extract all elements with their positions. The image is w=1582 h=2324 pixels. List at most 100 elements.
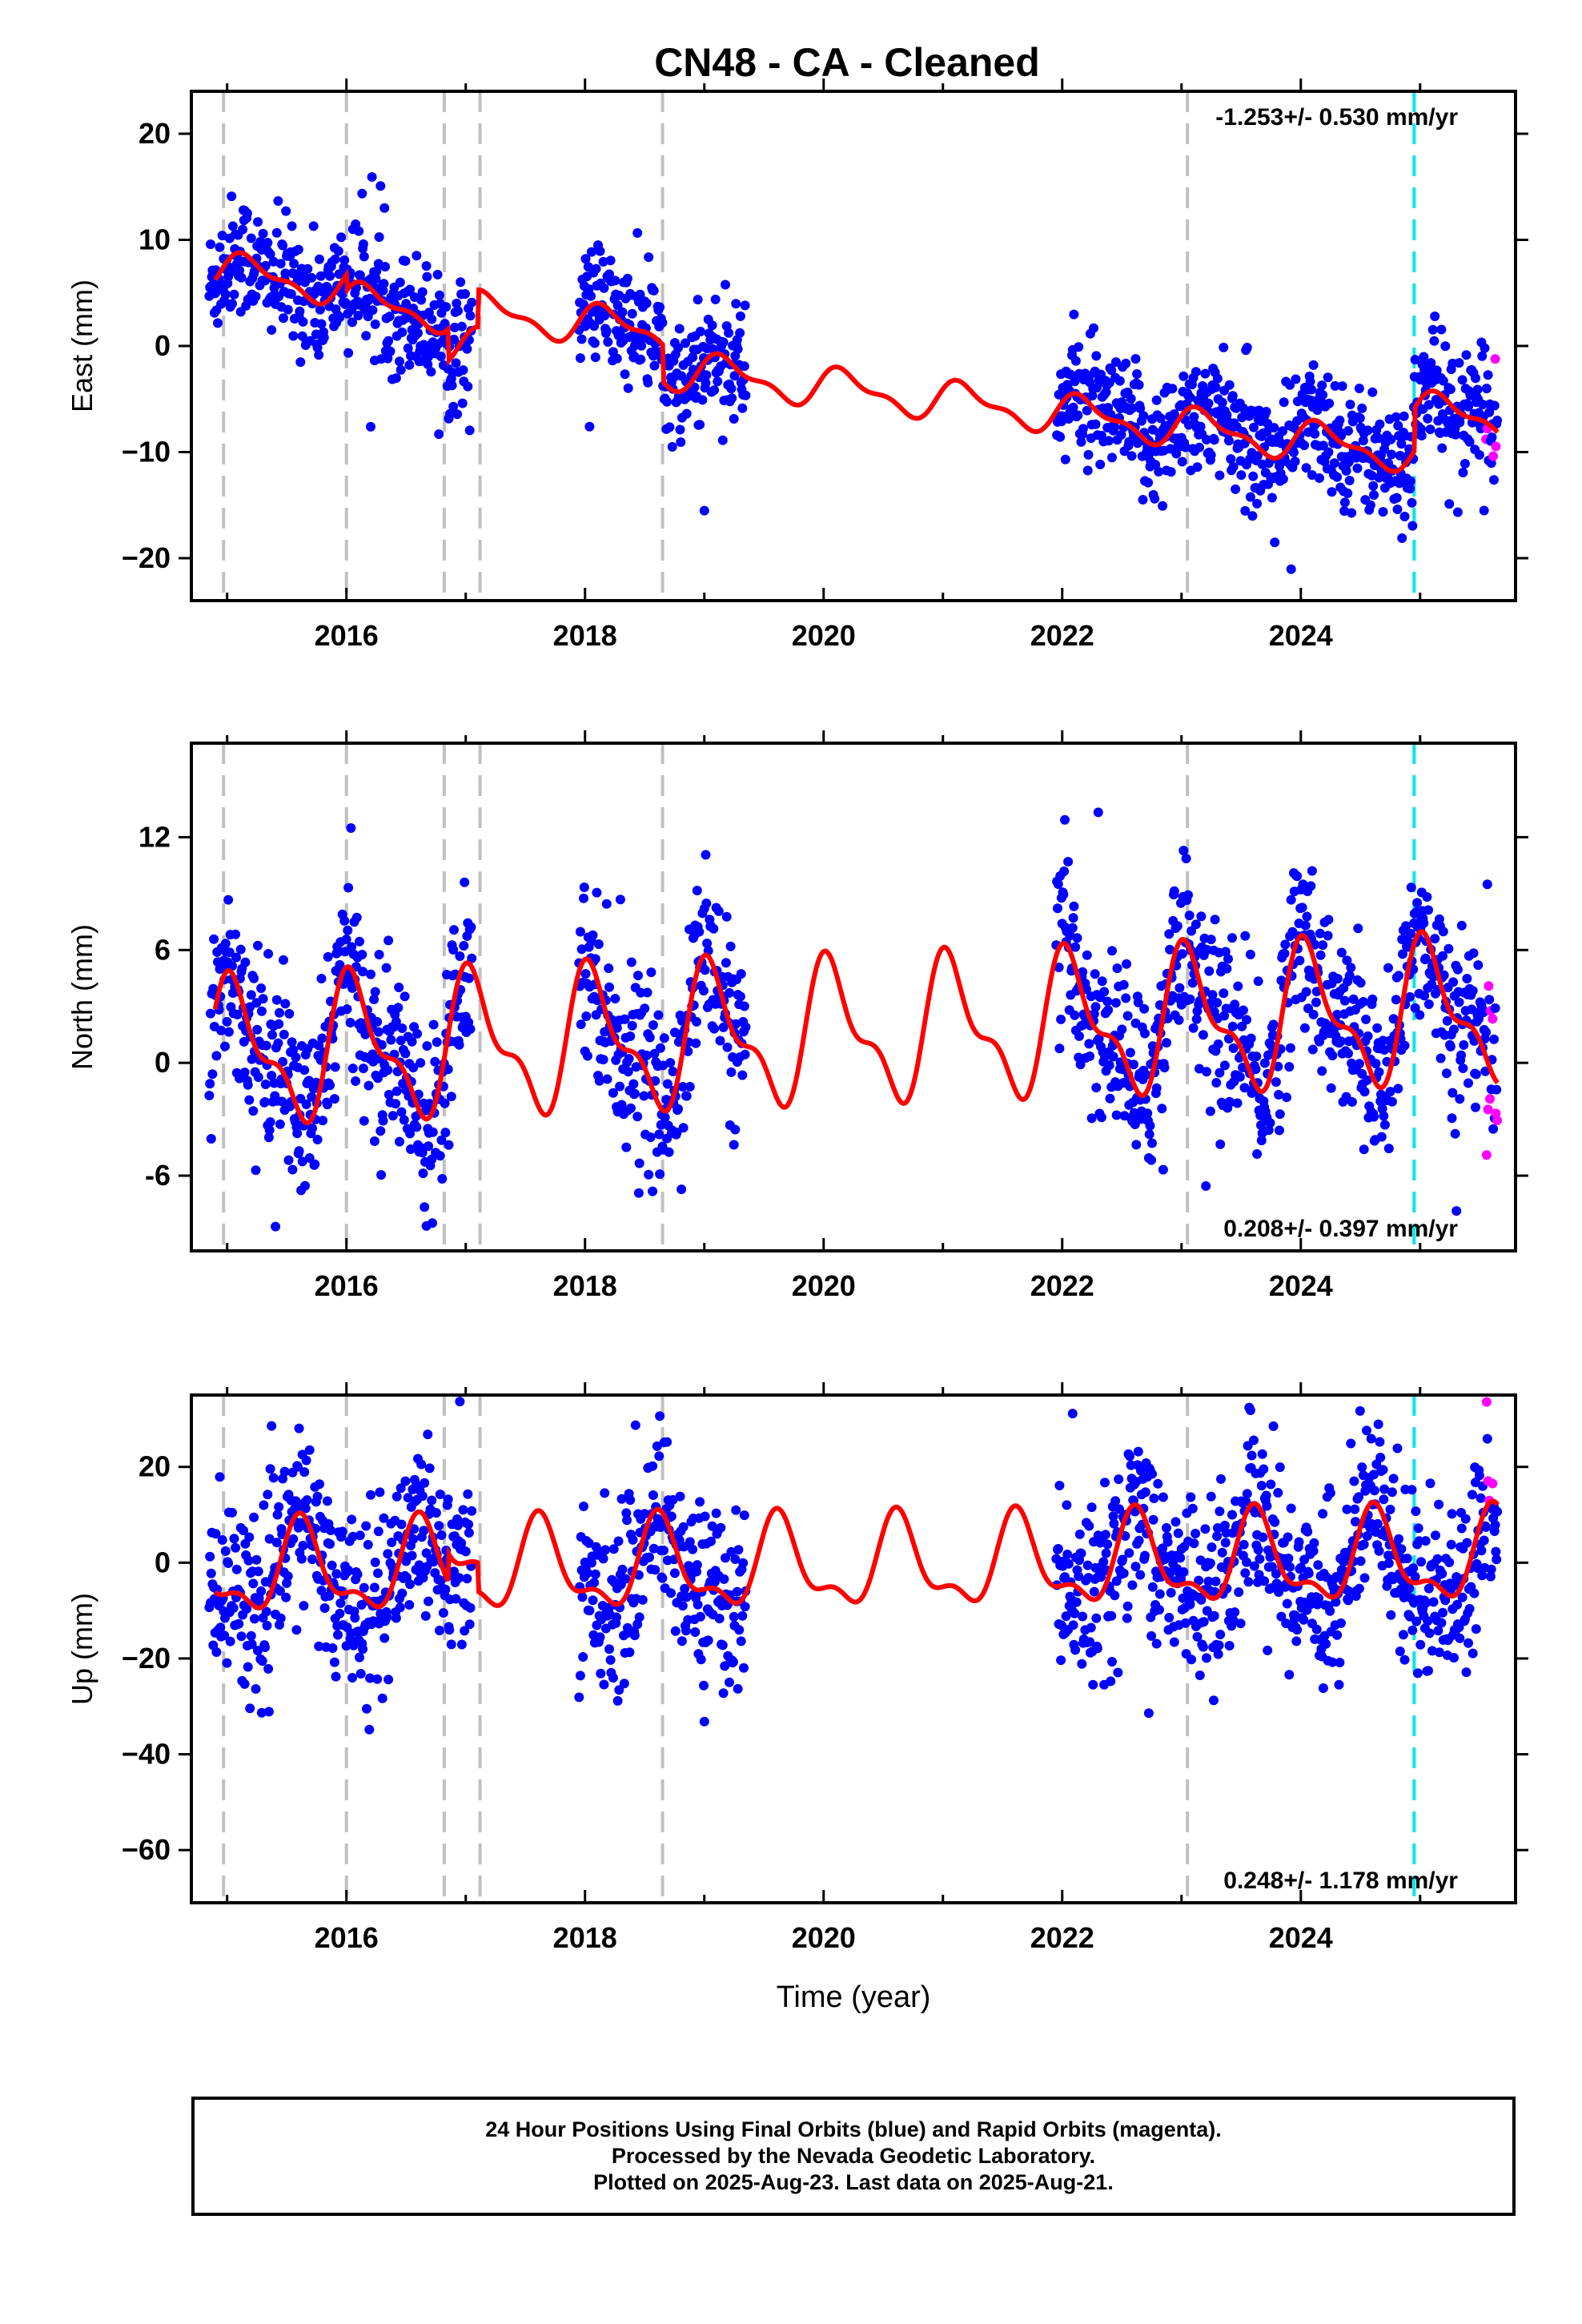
final-point (579, 1502, 588, 1511)
final-point (1294, 1537, 1304, 1547)
final-point (352, 1569, 363, 1579)
final-point (1211, 1078, 1222, 1088)
final-point (1126, 393, 1136, 404)
final-point (327, 1643, 338, 1653)
final-point (1385, 1087, 1395, 1097)
final-point (1159, 1554, 1170, 1565)
final-point (365, 1673, 375, 1683)
final-point (391, 1016, 401, 1027)
final-point (374, 950, 384, 959)
final-point (648, 1543, 659, 1554)
final-point (1085, 1637, 1095, 1647)
final-point (260, 1080, 271, 1089)
final-point (1443, 943, 1454, 954)
final-point (359, 1582, 369, 1593)
final-point (646, 967, 656, 978)
final-point (358, 967, 368, 977)
final-point (460, 289, 470, 299)
final-point (1256, 1481, 1267, 1491)
final-point (1139, 1003, 1150, 1014)
final-point (395, 1602, 405, 1613)
rapid-point (1488, 1478, 1498, 1489)
final-point (275, 1613, 286, 1623)
final-point (1219, 342, 1229, 352)
velocity-label: 0.248+/- 1.178 mm/yr (1223, 1868, 1458, 1894)
final-point (1451, 429, 1461, 440)
final-point (1195, 442, 1204, 452)
final-point (1464, 1078, 1473, 1088)
final-point (1416, 431, 1427, 440)
final-point (1261, 407, 1271, 416)
final-point (601, 899, 612, 909)
final-point (440, 1098, 450, 1108)
final-point (612, 353, 622, 364)
final-point (1122, 959, 1131, 969)
final-point (215, 1622, 226, 1633)
final-point (1199, 1617, 1209, 1627)
final-point (215, 242, 225, 252)
final-point (1383, 1144, 1394, 1154)
final-point (1343, 426, 1353, 436)
final-point (400, 1048, 411, 1059)
final-point (1188, 1023, 1199, 1033)
final-point (1464, 1603, 1475, 1614)
final-point (1383, 963, 1393, 973)
final-point (417, 287, 428, 297)
final-point (628, 1534, 638, 1545)
final-point (1212, 1531, 1223, 1542)
final-point (460, 1626, 470, 1636)
final-point (736, 969, 746, 979)
final-point (1303, 1568, 1314, 1578)
final-point (1140, 1028, 1150, 1039)
final-point (224, 947, 235, 958)
final-point (1407, 497, 1417, 508)
final-point (1291, 374, 1301, 384)
final-point (1336, 1036, 1346, 1047)
final-point (640, 1509, 650, 1519)
final-point (1070, 356, 1081, 366)
final-point (347, 942, 357, 952)
final-point (1383, 1558, 1394, 1568)
final-point (1086, 1622, 1096, 1633)
final-point (576, 1019, 586, 1030)
final-point (1239, 1539, 1249, 1550)
final-point (699, 505, 709, 516)
final-point (576, 334, 587, 344)
final-point (1132, 369, 1142, 379)
final-point (1078, 967, 1088, 977)
final-point (1275, 1125, 1284, 1136)
final-point (1469, 1588, 1480, 1598)
final-point (283, 1155, 294, 1165)
final-point (1078, 424, 1088, 434)
final-point (1318, 1683, 1328, 1693)
final-point (1146, 1630, 1157, 1641)
final-point (1415, 1010, 1425, 1020)
final-point (1198, 1030, 1208, 1040)
final-point (1351, 1517, 1360, 1527)
final-point (1318, 940, 1328, 951)
final-point (1315, 473, 1324, 483)
final-point (1249, 1561, 1259, 1571)
final-point (1300, 920, 1311, 931)
final-point (598, 1055, 608, 1065)
y-tick-label: −20 (122, 541, 171, 574)
final-point (1420, 1536, 1431, 1546)
x-tick-label: 2016 (315, 619, 379, 652)
final-point (1476, 1546, 1487, 1556)
final-point (396, 1483, 406, 1494)
final-point (383, 1089, 394, 1100)
final-point (384, 312, 395, 322)
final-point (345, 1018, 355, 1027)
final-point (416, 1459, 427, 1470)
final-point (1307, 1044, 1318, 1055)
final-point (1378, 507, 1388, 517)
final-point (1149, 1494, 1159, 1503)
final-point (668, 1494, 678, 1505)
final-point (1402, 1554, 1412, 1563)
final-point (362, 1703, 371, 1714)
final-point (1212, 998, 1223, 1008)
final-point (455, 1397, 465, 1407)
final-point (1455, 1094, 1465, 1104)
final-point (1192, 1631, 1203, 1642)
final-point (1391, 412, 1401, 422)
